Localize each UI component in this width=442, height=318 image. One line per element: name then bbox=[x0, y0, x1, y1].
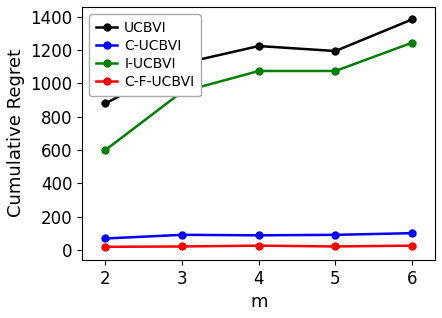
Y-axis label: Cumulative Regret: Cumulative Regret bbox=[7, 49, 25, 218]
I-UCBVI bbox=[179, 90, 185, 94]
X-axis label: m: m bbox=[250, 293, 267, 311]
Line: I-UCBVI: I-UCBVI bbox=[102, 39, 415, 154]
I-UCBVI bbox=[256, 69, 261, 73]
Line: C-F-UCBVI: C-F-UCBVI bbox=[102, 242, 415, 250]
UCBVI bbox=[103, 101, 108, 105]
Line: UCBVI: UCBVI bbox=[102, 16, 415, 107]
UCBVI bbox=[256, 44, 261, 48]
C-UCBVI bbox=[103, 237, 108, 240]
C-F-UCBVI bbox=[103, 245, 108, 249]
Legend: UCBVI, C-UCBVI, I-UCBVI, C-F-UCBVI: UCBVI, C-UCBVI, I-UCBVI, C-F-UCBVI bbox=[89, 14, 201, 96]
C-F-UCBVI bbox=[256, 244, 261, 247]
Line: C-UCBVI: C-UCBVI bbox=[102, 230, 415, 242]
UCBVI bbox=[409, 17, 415, 21]
UCBVI bbox=[179, 62, 185, 66]
C-F-UCBVI bbox=[333, 245, 338, 248]
C-UCBVI bbox=[333, 233, 338, 237]
UCBVI bbox=[333, 49, 338, 53]
I-UCBVI bbox=[409, 41, 415, 45]
C-UCBVI bbox=[409, 231, 415, 235]
C-UCBVI bbox=[179, 233, 185, 237]
C-F-UCBVI bbox=[179, 245, 185, 248]
I-UCBVI bbox=[333, 69, 338, 73]
C-UCBVI bbox=[256, 233, 261, 237]
I-UCBVI bbox=[103, 148, 108, 152]
C-F-UCBVI bbox=[409, 244, 415, 247]
